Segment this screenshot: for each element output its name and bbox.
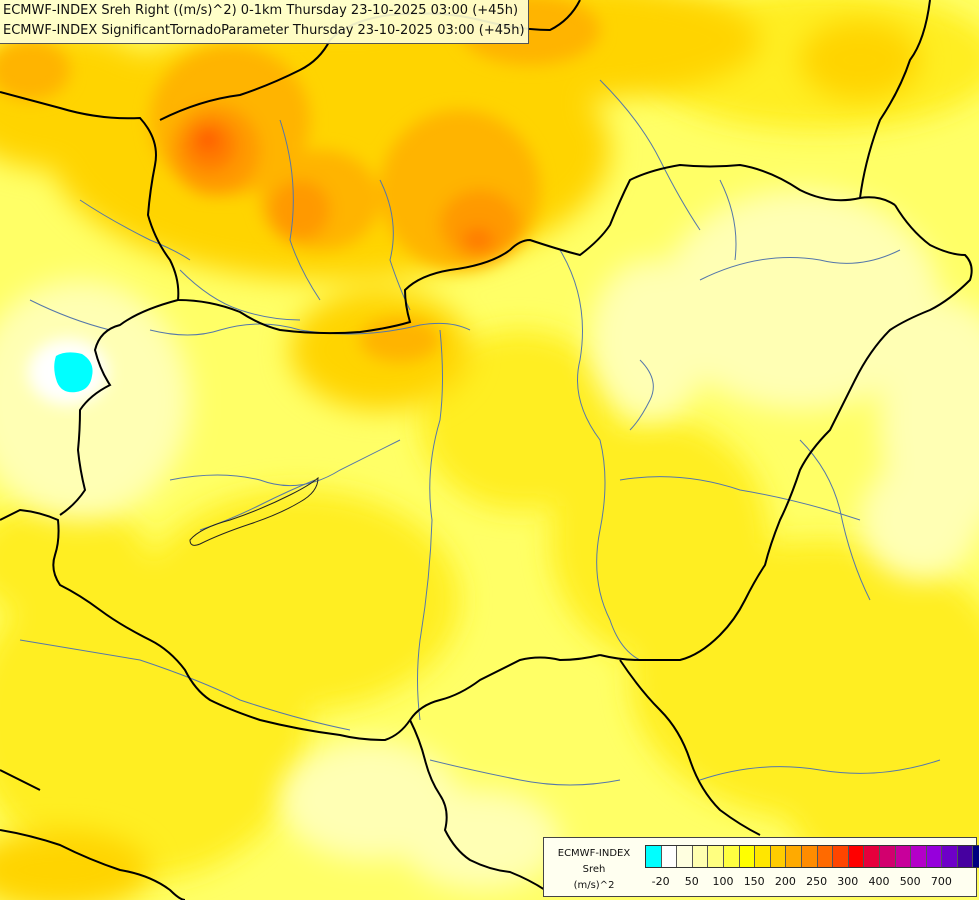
legend-swatch-8 [770, 846, 787, 867]
legend-swatch-5 [723, 846, 740, 867]
legend-tick-7: 400 [868, 875, 890, 888]
legend-tick-3: 150 [743, 875, 765, 888]
border-south-east [619, 659, 761, 836]
legend-variable: Sreh [582, 864, 606, 875]
legend-tick-8: 500 [899, 875, 921, 888]
border-north-east [859, 0, 931, 199]
legend-swatch-7 [755, 846, 771, 867]
legend-tick-6: 300 [837, 875, 859, 888]
legend-swatch-2 [677, 846, 693, 867]
legend-swatch-15 [879, 846, 896, 867]
legend-swatch-4 [708, 846, 724, 867]
legend-swatch-11 [817, 846, 834, 867]
legend-swatch-6 [739, 846, 756, 867]
legend-swatch-1 [661, 846, 678, 867]
field-orange-zones [0, 0, 600, 362]
map-title-secondary: ECMWF-INDEX SignificantTornadoParameter … [3, 23, 525, 38]
low-value-area [28, 339, 108, 405]
legend-unit: (m/s)^2 [573, 880, 615, 891]
legend-swatch-0 [646, 846, 662, 867]
border-far-south-west [0, 769, 41, 791]
border-west [59, 299, 179, 516]
legend-tick-2: 100 [712, 875, 734, 888]
legend-tick-4: 200 [774, 875, 796, 888]
legend-source: ECMWF-INDEX [557, 848, 631, 859]
legend-tick-1: 50 [684, 875, 699, 888]
legend-tick-9: 700 [930, 875, 952, 888]
legend-swatch-12 [833, 846, 849, 867]
legend-swatch-13 [848, 846, 865, 867]
legend-swatch-21 [973, 846, 979, 867]
border-north-west [0, 91, 896, 335]
legend-swatch-20 [957, 846, 974, 867]
legend-swatch-3 [692, 846, 709, 867]
legend-tick-5: 250 [806, 875, 828, 888]
legend-tick-labels: -20 50 100 150 200 250 300 400 500 700 [645, 875, 975, 889]
border-south-west [0, 829, 186, 900]
legend-swatch-14 [864, 846, 880, 867]
legend-swatch-10 [801, 846, 818, 867]
legend-swatch-9 [786, 846, 802, 867]
border-east [599, 204, 973, 661]
legend-tick-0: -20 [651, 875, 670, 888]
legend-swatch-16 [895, 846, 912, 867]
legend-swatch-19 [942, 846, 958, 867]
border-south-central [409, 719, 546, 891]
map-title-box: ECMWF-INDEX Sreh Right ((m/s)^2) 0-1km T… [0, 0, 529, 44]
color-legend: ECMWF-INDEX Sreh (m/s)^2 -20 50 100 150 200 2… [543, 837, 979, 897]
map-title-primary: ECMWF-INDEX Sreh Right ((m/s)^2) 0-1km T… [3, 3, 519, 18]
legend-color-scale [645, 845, 979, 868]
field-pale-zones [0, 190, 979, 890]
legend-swatch-18 [926, 846, 943, 867]
lake-balaton [189, 476, 319, 546]
rivers [19, 79, 941, 786]
legend-swatch-17 [911, 846, 927, 867]
border-south [0, 508, 601, 742]
